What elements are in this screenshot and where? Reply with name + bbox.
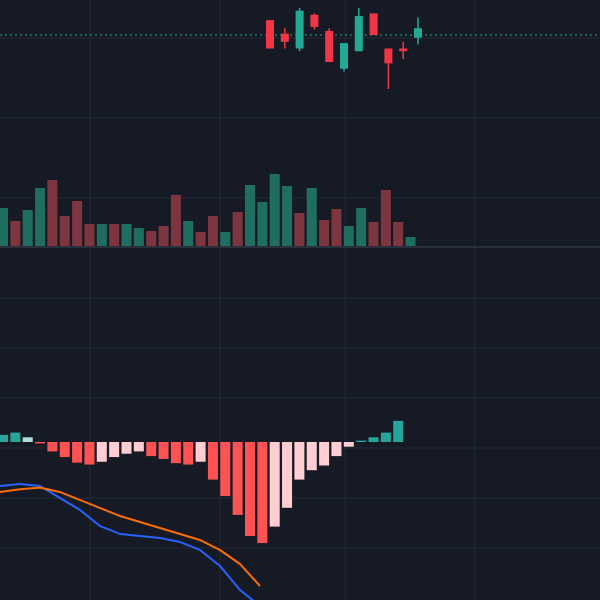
candle-body [340,43,348,69]
macd-histogram-bar [331,442,342,457]
candle-body [369,13,378,35]
volume-pane [0,174,416,246]
macd-histogram-bar [10,432,21,442]
macd-histogram-bar [47,442,58,452]
signal-line [0,486,261,587]
macd-histogram-bar [269,442,280,527]
macd-histogram-bar [0,434,8,442]
candle-body [325,30,334,62]
macd-histogram-bar [245,442,255,536]
candle-body [399,48,408,52]
macd-histogram-bar [84,442,95,465]
volume-bar [393,222,404,246]
volume-bar [294,213,305,246]
volume-bar [22,210,33,246]
volume-bar [84,224,95,246]
volume-bar [405,237,416,246]
volume-bar [121,224,132,246]
volume-bar [146,231,157,246]
volume-bar [195,232,206,246]
volume-bar [183,221,194,246]
macd-histogram-bar [59,442,70,458]
candle-body [266,20,274,49]
volume-bar [59,216,70,246]
volume-bar [207,216,218,246]
volume-bar [356,208,367,246]
volume-bar [319,220,330,246]
macd-histogram-bar [356,440,367,442]
volume-bar [158,226,169,246]
macd-histogram-bar [22,437,33,442]
volume-bar [72,201,83,246]
macd-histogram-bar [109,442,120,458]
macd-histogram-bar [121,442,132,454]
volume-bar [269,174,280,246]
macd-histogram-bar [158,442,169,459]
macd-histogram-bar [183,442,194,465]
volume-bar [380,190,391,246]
volume-bar [232,212,243,246]
volume-bar [282,186,293,246]
macd-histogram-bar [220,442,231,497]
volume-bar [331,209,342,246]
volume-bar [109,224,120,246]
volume-bar [0,208,8,246]
macd-histogram-bar [195,442,206,462]
price-pane [266,8,422,89]
volume-bar [96,224,107,246]
macd-histogram-bar [368,437,379,442]
macd-histogram-bar [72,442,83,463]
volume-bar [368,222,379,246]
candle-body [354,16,363,52]
macd-histogram-bar [343,442,354,447]
volume-bar [35,188,46,246]
macd-histogram-bar [380,432,391,442]
macd-histogram-bar [170,442,181,464]
candle-body [280,33,289,42]
macd-histogram-pane [0,420,404,544]
macd-histogram-bar [232,442,243,515]
volume-bar [170,195,181,246]
macd-histogram-bar [133,442,144,452]
volume-bar [245,185,255,246]
volume-bar [47,180,58,246]
macd-histogram-bar [319,442,330,466]
volume-bar [343,226,354,246]
volume-bar [220,232,231,246]
volume-bar [10,221,21,246]
macd-histogram-bar [35,442,46,444]
candle-body [384,48,393,64]
macd-histogram-bar [96,442,107,462]
macd-histogram-bar [257,442,268,544]
candle-body [414,28,422,38]
macd-histogram-bar [294,442,305,480]
volume-bar [306,188,317,246]
volume-bar [257,202,268,246]
macd-lines-pane [0,483,261,600]
macd-histogram-bar [146,442,157,457]
macd-histogram-bar [393,420,404,442]
macd-histogram-bar [282,442,293,508]
macd-histogram-bar [306,442,317,471]
candle-body [310,14,319,27]
macd-histogram-bar [207,442,218,480]
candle-body [295,10,304,49]
volume-bar [133,228,144,246]
